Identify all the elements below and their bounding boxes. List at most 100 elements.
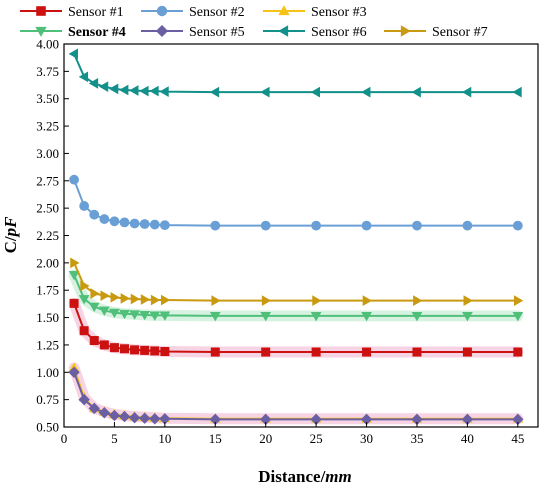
- legend: Sensor #1 Sensor #2 Sensor #3 Sensor #4 Sens…: [20, 5, 488, 40]
- data-point: [209, 312, 221, 322]
- data-point: [119, 309, 130, 320]
- legend-marker: [156, 5, 168, 17]
- legend-label: Sensor #3: [311, 5, 367, 20]
- legend-label: Sensor #5: [189, 25, 245, 40]
- y-tick-label: 1.25: [36, 337, 59, 352]
- data-point: [70, 257, 80, 269]
- y-tick-label: 2.75: [36, 173, 59, 188]
- series-line: [73, 367, 518, 420]
- data-point: [88, 302, 100, 313]
- data-point: [150, 346, 160, 356]
- data-point: [140, 345, 150, 355]
- y-axis-title: C/pF: [1, 216, 20, 254]
- x-tick-label: 15: [209, 431, 222, 446]
- legend-item: Sensor #1: [20, 5, 124, 20]
- y-tick-label: 4.00: [36, 37, 59, 52]
- legend-label: Sensor #6: [311, 25, 367, 40]
- data-point: [311, 347, 321, 357]
- data-point: [68, 366, 80, 378]
- legend-item: Sensor #4: [20, 25, 126, 40]
- data-point: [90, 288, 100, 299]
- legend-marker: [400, 25, 411, 37]
- data-point: [110, 291, 120, 303]
- data-point: [160, 294, 171, 306]
- data-point: [462, 347, 472, 357]
- series-line: [73, 53, 518, 94]
- data-point: [139, 310, 151, 321]
- y-tick-label: 2.00: [36, 255, 59, 270]
- data-point: [159, 311, 171, 321]
- y-tick-label: 0.50: [36, 420, 59, 435]
- data-point: [119, 84, 129, 96]
- series-1: [69, 298, 523, 357]
- data-point: [120, 293, 130, 304]
- data-point: [159, 220, 170, 231]
- data-point: [311, 220, 322, 231]
- y-tick-label: 0.75: [36, 392, 59, 407]
- data-point: [99, 214, 110, 224]
- data-point: [109, 343, 119, 353]
- data-point: [99, 340, 109, 350]
- x-tick-label: 10: [158, 431, 171, 446]
- y-tick-label: 3.75: [36, 64, 59, 79]
- y-tick-label: 3.00: [36, 146, 59, 161]
- legend-marker: [278, 25, 289, 37]
- data-point: [512, 220, 523, 231]
- y-tick-label: 2.50: [36, 201, 59, 216]
- data-point: [260, 86, 270, 98]
- legend-marker: [35, 26, 47, 37]
- data-point: [261, 347, 271, 357]
- data-point: [362, 295, 372, 306]
- y-tick-label: 3.25: [36, 119, 59, 134]
- series-6: [68, 48, 522, 98]
- series-2: [69, 174, 523, 231]
- y-tick-label: 1.00: [36, 365, 59, 380]
- x-tick-label: 45: [511, 431, 524, 446]
- data-point: [98, 306, 110, 316]
- axes: 0 5 10 15 20 25 30 35 40 45 0.50 0.75 1.00 1.25 1.50 1.…: [36, 37, 524, 447]
- data-point: [68, 271, 80, 281]
- y-tick-label: 1.50: [36, 310, 59, 325]
- x-tick-label: 35: [410, 431, 423, 446]
- legend-label: Sensor #4: [68, 25, 126, 40]
- series-highlight: [68, 362, 524, 425]
- x-axis-title: Distance/mm: [258, 467, 352, 486]
- data-point: [130, 293, 141, 305]
- data-point: [463, 295, 473, 306]
- data-point: [512, 86, 522, 98]
- legend-item: Sensor #7: [384, 25, 488, 40]
- data-point: [79, 201, 90, 211]
- data-point: [69, 174, 79, 185]
- data-point: [89, 209, 100, 220]
- data-point: [160, 346, 170, 356]
- data-point: [260, 220, 271, 231]
- data-point: [412, 347, 422, 357]
- series-line: [73, 262, 518, 302]
- data-point: [89, 336, 99, 346]
- data-point: [149, 311, 161, 321]
- y-tick-label: 3.50: [36, 91, 59, 106]
- data-point: [79, 326, 89, 336]
- data-point: [361, 312, 372, 322]
- data-point: [411, 312, 423, 322]
- data-point: [120, 344, 130, 354]
- data-point: [462, 312, 473, 322]
- legend-label: Sensor #2: [189, 5, 245, 20]
- data-point: [260, 312, 272, 322]
- data-point: [461, 86, 472, 98]
- data-point: [109, 216, 120, 227]
- x-tick-label: 20: [259, 431, 272, 446]
- data-point: [129, 310, 140, 320]
- series-line: [73, 179, 518, 227]
- data-point: [210, 220, 221, 231]
- legend-item: Sensor #6: [263, 25, 367, 40]
- data-point: [98, 81, 109, 93]
- data-point: [118, 410, 131, 423]
- data-point: [412, 220, 422, 231]
- legend-item: Sensor #2: [141, 5, 245, 20]
- legend-item: Sensor #5: [141, 24, 245, 40]
- data-point: [78, 71, 89, 83]
- data-point: [150, 294, 161, 306]
- data-point: [98, 407, 111, 419]
- data-point: [130, 345, 140, 355]
